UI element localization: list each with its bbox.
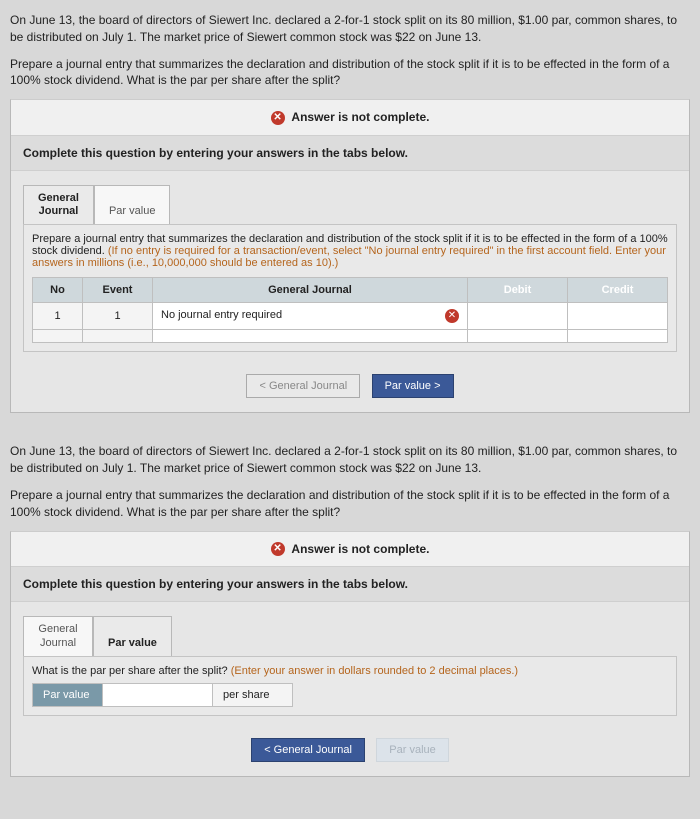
q2-prompt-2: Prepare a journal entry that summarizes … — [10, 487, 690, 521]
error-icon: ✕ — [271, 542, 285, 556]
q1-instruction: Complete this question by entering your … — [11, 136, 689, 171]
q1-prompt-2: Prepare a journal entry that summarizes … — [10, 56, 690, 90]
q2-tab-body: What is the par per share after the spli… — [23, 656, 677, 716]
tab-label: Par value — [109, 205, 155, 217]
table-row: 1 1 No journal entry required ✕ — [33, 303, 668, 330]
tab-general-journal[interactable]: General Journal — [23, 616, 93, 655]
tab-general-journal[interactable]: General Journal — [23, 185, 94, 224]
tab-label: Par value — [108, 637, 157, 649]
q1-prompt-1: On June 13, the board of directors of Si… — [10, 12, 690, 46]
tab-desc-hint: (If no entry is required for a transacti… — [32, 245, 666, 269]
cell-debit[interactable] — [468, 303, 568, 330]
q1-tab-body: Prepare a journal entry that summarizes … — [23, 224, 677, 352]
tab-label-line2: Journal — [40, 637, 76, 649]
not-complete-label: Answer is not complete. — [291, 542, 429, 556]
wrong-icon: ✕ — [445, 309, 459, 323]
th-general-journal: General Journal — [153, 278, 468, 303]
tab-par-value[interactable]: Par value — [94, 185, 170, 224]
error-icon: ✕ — [271, 111, 285, 125]
par-value-table: Par value per share — [32, 683, 293, 707]
th-debit: Debit — [468, 278, 568, 303]
not-complete-label: Answer is not complete. — [291, 110, 429, 124]
cell-account[interactable]: No journal entry required ✕ — [153, 303, 468, 330]
th-no: No — [33, 278, 83, 303]
tab-desc-hint: (Enter your answer in dollars rounded to… — [231, 665, 518, 677]
q2-instruction: Complete this question by entering your … — [11, 567, 689, 602]
q2-prompt-1: On June 13, the board of directors of Si… — [10, 443, 690, 477]
journal-table: No Event General Journal Debit Credit 1 … — [32, 277, 668, 343]
nav-next-button: Par value — [376, 738, 448, 762]
nav-prev-button[interactable]: < General Journal — [246, 374, 360, 398]
tab-label-line1: General — [38, 623, 77, 635]
th-event: Event — [83, 278, 153, 303]
pv-input[interactable] — [103, 683, 213, 706]
th-credit: Credit — [568, 278, 668, 303]
q1-panel: ✕ Answer is not complete. Complete this … — [10, 99, 690, 413]
cell-event: 1 — [83, 303, 153, 330]
q1-tab-description: Prepare a journal entry that summarizes … — [32, 233, 668, 269]
table-row — [33, 330, 668, 343]
nav-prev-button[interactable]: < General Journal — [251, 738, 365, 762]
q2-not-complete-banner: ✕ Answer is not complete. — [11, 532, 689, 568]
q2-tab-description: What is the par per share after the spli… — [32, 665, 668, 677]
nav-next-button[interactable]: Par value > — [372, 374, 454, 398]
q1-not-complete-banner: ✕ Answer is not complete. — [11, 100, 689, 136]
account-text: No journal entry required — [161, 309, 282, 321]
tab-label-line1: General — [38, 192, 79, 204]
tab-par-value[interactable]: Par value — [93, 616, 172, 655]
tab-label-line2: Journal — [39, 205, 79, 217]
cell-account-empty[interactable] — [153, 330, 468, 343]
cell-credit-empty[interactable] — [568, 330, 668, 343]
cell-debit-empty[interactable] — [468, 330, 568, 343]
cell-credit[interactable] — [568, 303, 668, 330]
cell-no: 1 — [33, 303, 83, 330]
q2-panel: ✕ Answer is not complete. Complete this … — [10, 531, 690, 777]
pv-unit: per share — [213, 683, 293, 706]
tab-desc-text: What is the par per share after the spli… — [32, 665, 231, 677]
pv-label: Par value — [33, 683, 103, 706]
